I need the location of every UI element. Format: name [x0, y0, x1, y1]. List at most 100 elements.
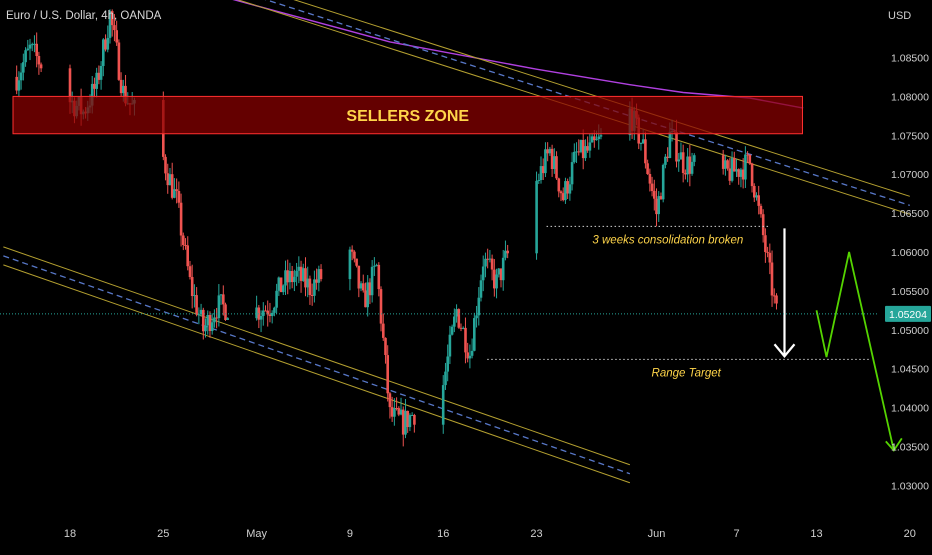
candle-body	[188, 266, 192, 277]
candle	[484, 252, 487, 278]
candle	[382, 313, 385, 341]
candle	[497, 268, 501, 278]
time-tick-label: 9	[347, 528, 353, 540]
candle	[28, 38, 32, 61]
candle	[15, 65, 18, 95]
candle-body	[353, 251, 356, 259]
sellers-zone-box[interactable]	[12, 95, 803, 135]
channel-lower-edge-top	[3, 246, 631, 466]
candle-body	[486, 258, 489, 260]
candle-body	[599, 135, 603, 137]
candle-body	[470, 350, 474, 356]
candle	[199, 303, 203, 317]
price-tick-label: 1.07500	[891, 130, 929, 142]
candle	[586, 136, 589, 153]
candle-body	[748, 154, 752, 164]
candle-body	[166, 173, 170, 186]
candle-body	[266, 310, 269, 315]
candle	[410, 412, 414, 416]
candle-body	[668, 131, 672, 158]
candle	[95, 67, 98, 98]
candle-body	[373, 265, 376, 267]
candle-body	[568, 184, 572, 194]
candle-body	[404, 410, 407, 435]
projection-arrow-head	[885, 437, 903, 452]
candle-body	[366, 282, 369, 308]
time-axis[interactable]: 18 25 May 9 16 23 Jun 7 13 20	[64, 528, 916, 540]
candle-body	[355, 258, 358, 266]
candle	[368, 278, 372, 305]
candle-body	[175, 189, 178, 191]
projection-path	[815, 251, 895, 451]
candle	[255, 295, 258, 321]
candle	[590, 132, 594, 143]
candle-body	[648, 174, 652, 184]
candle-body	[586, 146, 589, 151]
candle-body	[688, 156, 692, 174]
candle-body	[455, 309, 458, 317]
candle-body	[359, 283, 363, 289]
candle-body	[584, 146, 587, 159]
candle	[650, 176, 654, 197]
candle-body	[548, 148, 552, 154]
candle	[493, 259, 496, 297]
candle	[459, 323, 463, 332]
candle	[386, 345, 389, 402]
candle	[106, 25, 110, 53]
candle	[184, 238, 187, 250]
candle	[290, 265, 294, 289]
candle-body	[401, 409, 405, 435]
candle-body	[33, 43, 36, 45]
candle	[293, 269, 296, 292]
candle-body	[377, 264, 381, 290]
candle-body	[659, 196, 663, 200]
candle-body	[108, 11, 112, 38]
time-tick-label: May	[246, 528, 267, 540]
candle-body	[386, 355, 389, 394]
candle-body	[26, 48, 30, 51]
candle	[35, 32, 38, 68]
candle	[748, 154, 752, 165]
candle-body	[413, 415, 416, 425]
candle	[661, 163, 665, 203]
candle-body	[741, 169, 745, 180]
candle	[350, 245, 354, 261]
candle	[401, 406, 405, 447]
candle	[275, 283, 278, 314]
candle-body	[297, 266, 301, 271]
candle-body	[270, 312, 274, 316]
candle	[390, 396, 394, 422]
candle-body	[113, 25, 116, 31]
candle	[568, 176, 572, 201]
candle-body	[199, 309, 203, 315]
candle-body	[570, 162, 574, 185]
candle	[357, 265, 361, 298]
last-price-badge	[885, 305, 931, 322]
candle	[553, 148, 556, 174]
candle-body	[555, 156, 558, 179]
price-axis[interactable]: 1.08500 1.08000 1.07500 1.07000 1.06500 1.060…	[885, 53, 931, 493]
candle-body	[97, 72, 101, 80]
candle-body	[450, 326, 454, 335]
candle	[24, 47, 27, 67]
candle-body	[273, 307, 276, 313]
candle	[579, 139, 583, 154]
candle-body	[759, 205, 763, 215]
symbol-title[interactable]: Euro / U.S. Dollar, 4h, OANDA	[6, 10, 162, 22]
candle	[757, 185, 760, 215]
candle-body	[399, 409, 403, 415]
candle	[175, 178, 178, 204]
candle	[113, 14, 116, 42]
time-tick-label: 25	[157, 528, 169, 540]
range-target-label: Range Target	[652, 367, 722, 379]
candle	[501, 249, 505, 291]
sellers-zone-layer[interactable]: SELLERS ZONE	[12, 95, 803, 135]
candle-body	[501, 257, 505, 281]
candle	[19, 63, 23, 90]
candle	[470, 338, 474, 359]
price-tick-label: 1.08500	[891, 53, 929, 65]
candle	[26, 39, 30, 51]
candle	[724, 154, 727, 176]
